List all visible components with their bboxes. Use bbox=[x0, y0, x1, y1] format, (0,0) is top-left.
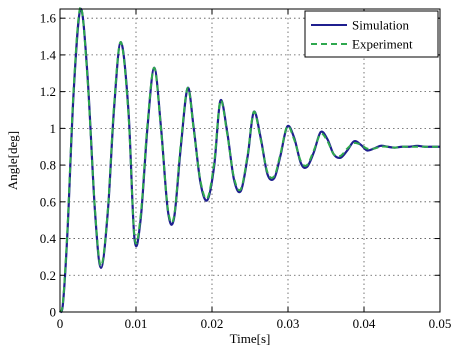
y-tick-label: 0.2 bbox=[40, 268, 56, 283]
ticks-layer: 0 0.01 0.02 0.03 0.04 0.05 0 0.2 0.4 0.6 0.8 1 1.2 1.… bbox=[40, 9, 452, 331]
y-tick-label: 0.8 bbox=[40, 158, 56, 173]
y-tick-label: 1 bbox=[50, 121, 57, 136]
x-tick-label: 0.01 bbox=[125, 316, 148, 331]
x-tick-label: 0 bbox=[57, 316, 64, 331]
x-tick-label: 0.04 bbox=[353, 316, 376, 331]
x-axis-label: Time[s] bbox=[230, 331, 271, 346]
y-tick-label: 1.2 bbox=[40, 84, 56, 99]
legend-label-simulation: Simulation bbox=[352, 18, 410, 33]
y-tick-label: 1.6 bbox=[40, 11, 57, 26]
x-tick-label: 0.03 bbox=[277, 316, 300, 331]
grid-layer bbox=[60, 9, 440, 312]
y-tick-label: 0.6 bbox=[40, 194, 57, 209]
y-axis-label: Angle[deg] bbox=[5, 131, 20, 190]
legend-box bbox=[304, 10, 439, 58]
y-tick-label: 0 bbox=[50, 305, 57, 320]
y-tick-label: 1.4 bbox=[40, 47, 57, 62]
series-line-experiment bbox=[59, 6, 440, 313]
legend: Simulation Experiment bbox=[304, 10, 439, 58]
series-layer bbox=[58, 6, 440, 314]
x-tick-label: 0.05 bbox=[429, 316, 452, 331]
y-tick-label: 0.4 bbox=[40, 231, 57, 246]
plot-frame bbox=[59, 8, 441, 313]
legend-label-experiment: Experiment bbox=[352, 37, 413, 52]
x-tick-label: 0.02 bbox=[201, 316, 224, 331]
